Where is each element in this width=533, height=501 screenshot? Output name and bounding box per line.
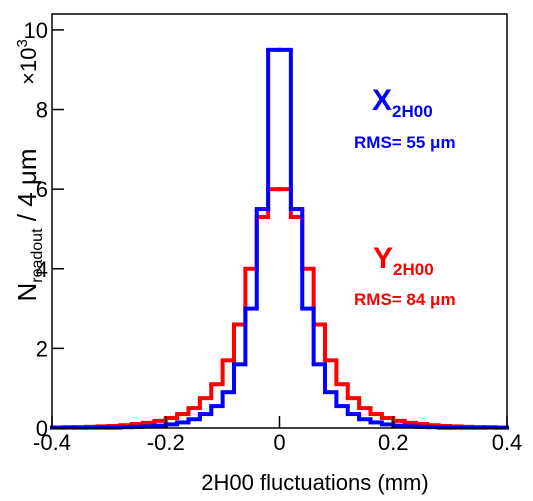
- y-tick-label: 8: [36, 98, 48, 123]
- x-tick-label: 0.4: [492, 430, 523, 455]
- y-multiplier: ×103: [14, 39, 41, 85]
- y-title-main: N: [12, 283, 42, 302]
- annotation-sub: 2H00: [393, 260, 434, 279]
- x-tick-label: 0.2: [378, 430, 409, 455]
- annotation: Y2H00: [373, 242, 434, 279]
- annotation: RMS= 55 μm: [354, 133, 456, 152]
- annotation-text: Y: [373, 242, 393, 275]
- y-axis-title: Nreadout / 4 μm: [12, 148, 46, 301]
- annotation-text: X: [372, 84, 392, 117]
- y-tick-label: 4: [36, 257, 48, 282]
- annotation: RMS= 84 μm: [354, 290, 456, 309]
- x-tick-label: -0.4: [33, 430, 71, 455]
- x-tick-label: 0: [273, 430, 285, 455]
- y-multiplier-base: ×10: [16, 48, 41, 85]
- x-axis-title: 2H00 fluctuations (mm): [201, 470, 428, 495]
- y-tick-label: 0: [36, 416, 48, 441]
- y-tick-label: 6: [36, 177, 48, 202]
- y-title-rest: / 4 μm: [12, 148, 42, 228]
- annotation: X2H00: [372, 84, 433, 121]
- annotation-sub: 2H00: [392, 102, 433, 121]
- x-tick-label: -0.2: [147, 430, 185, 455]
- y-tick-label: 10: [24, 18, 48, 43]
- y-title-sub: readout: [29, 228, 46, 283]
- y-multiplier-exp: 3: [14, 39, 31, 47]
- plot-frame: [51, 13, 508, 429]
- y-tick-label: 2: [36, 336, 48, 361]
